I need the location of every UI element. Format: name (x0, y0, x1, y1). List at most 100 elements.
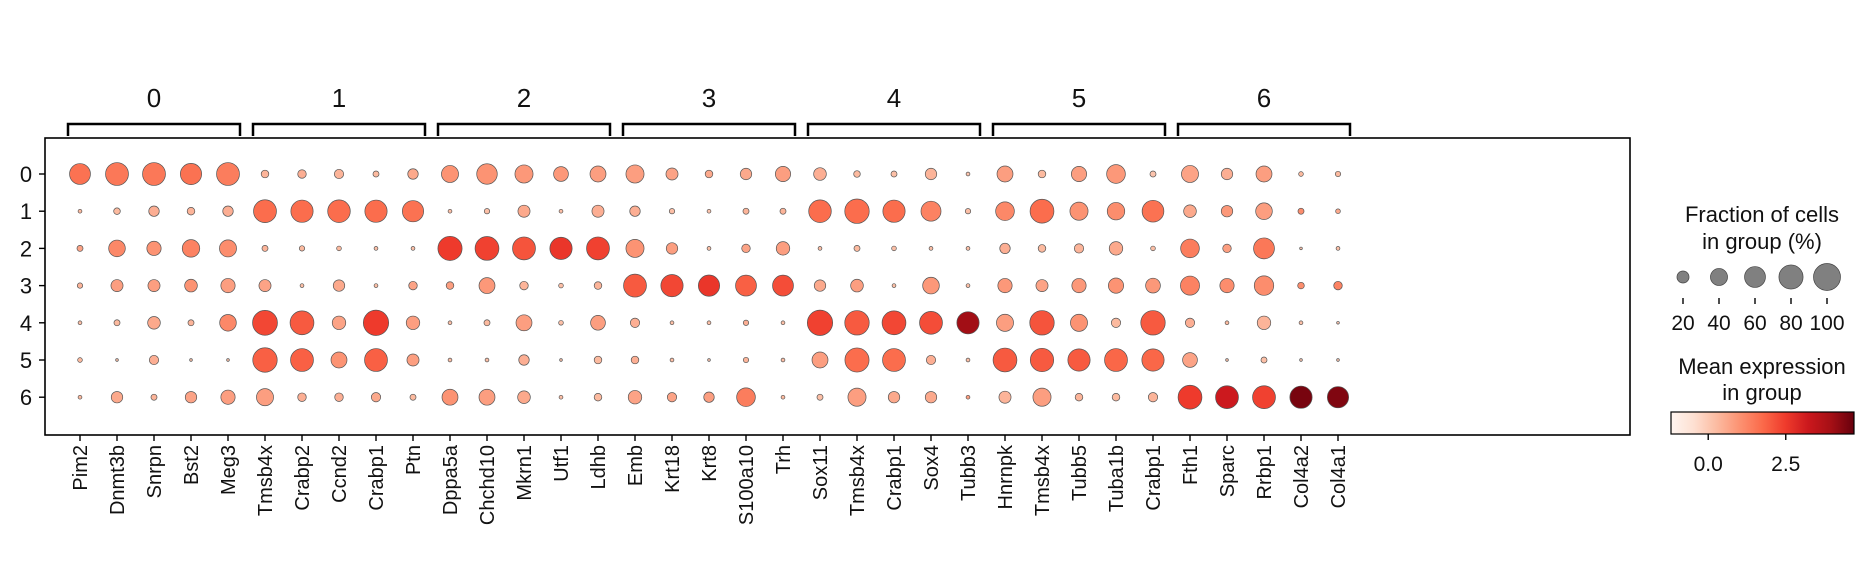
expression-dot (518, 354, 530, 366)
expression-dot (180, 163, 202, 185)
gene-tick-label: Tmsb4x (1032, 445, 1054, 516)
expression-dot (260, 169, 270, 179)
gene-group-bracket (251, 122, 427, 136)
expression-dot (409, 393, 417, 401)
expression-dot (629, 317, 641, 328)
expression-dot (698, 274, 720, 297)
expression-dot (216, 162, 240, 186)
expression-dot (1327, 386, 1349, 409)
expression-dot (844, 347, 870, 373)
expression-dot (665, 242, 679, 255)
expression-dot (77, 357, 83, 363)
expression-dot (558, 208, 564, 214)
expression-dot (739, 167, 753, 181)
expression-dot (189, 358, 193, 362)
group-tick-label: 6 (20, 385, 32, 410)
expression-dot (669, 357, 675, 363)
expression-dot (811, 351, 829, 369)
expression-dot (297, 392, 307, 402)
color-legend-tick-label: 0.0 (1694, 453, 1723, 476)
expression-dot (402, 200, 424, 223)
size-legend-title-line2: in group (%) (1702, 229, 1822, 254)
gene-tick-label: Utf1 (551, 445, 573, 482)
expression-dot (669, 320, 675, 326)
expression-dot (474, 236, 500, 261)
expression-dot (780, 394, 786, 400)
expression-dot (1298, 171, 1304, 177)
size-legend-dot (1744, 266, 1766, 288)
expression-dot (924, 167, 938, 181)
expression-dot (256, 388, 274, 407)
expression-dot (512, 236, 536, 261)
gene-group-bracket (66, 122, 242, 136)
color-legend-title-line1: Mean expression (1678, 354, 1846, 379)
expression-dot (299, 283, 305, 288)
expression-dot (996, 165, 1014, 183)
gene-tick-label: Mkrn1 (514, 445, 536, 501)
gene-tick-label: Crabp1 (884, 445, 906, 511)
expression-dot (77, 320, 83, 326)
expression-dot (332, 279, 346, 292)
expression-dot (817, 246, 823, 251)
color-legend-title-line2: in group (1722, 380, 1802, 405)
gene-tick-label: Trh (773, 445, 795, 474)
expression-dot (1184, 317, 1196, 328)
expression-dot (853, 170, 861, 178)
expression-dot (965, 283, 971, 288)
gene-tick-label: Krt8 (699, 445, 721, 482)
gene-tick-label: Tmsb4x (255, 445, 277, 516)
size-legend-tick-label: 40 (1707, 312, 1730, 335)
expression-dot (813, 279, 827, 292)
expression-dot (76, 282, 84, 289)
expression-dot (808, 199, 832, 223)
gene-tick-label: Snrpn (144, 445, 166, 498)
expression-dot (1215, 385, 1239, 410)
expression-dot (1035, 279, 1049, 292)
expression-dot (589, 165, 607, 183)
expression-dot (704, 169, 714, 179)
expression-dot (445, 281, 455, 290)
expression-dot (742, 319, 750, 326)
expression-dot (186, 207, 196, 216)
expression-dot (775, 241, 791, 256)
expression-dot (220, 278, 236, 294)
expression-dot (853, 245, 861, 252)
size-legend-dot (1813, 263, 1841, 291)
group-tick-label: 2 (20, 236, 32, 261)
gene-tick-label: Sparc (1217, 445, 1239, 497)
expression-dot (553, 166, 569, 182)
expression-dot (558, 320, 564, 326)
color-legend-tick-label: 2.5 (1771, 453, 1800, 476)
gene-tick-label: Dnmt3b (107, 445, 129, 515)
expression-dot (447, 208, 453, 214)
size-legend-dot (1676, 270, 1690, 284)
expression-dot (1180, 238, 1200, 259)
expression-dot (514, 164, 534, 184)
expression-dot (924, 391, 938, 404)
expression-dot (965, 394, 971, 400)
expression-dot (334, 392, 344, 402)
group-tick-label: 4 (20, 311, 32, 336)
expression-dot (364, 199, 388, 223)
expression-dot (327, 199, 351, 223)
expression-dot (1073, 243, 1085, 254)
expression-dot (147, 279, 161, 292)
expression-dot (844, 310, 870, 336)
expression-dot (1177, 384, 1203, 410)
expression-dot (1335, 246, 1341, 251)
expression-dot (1181, 165, 1199, 183)
expression-dot (69, 163, 91, 185)
expression-dot (627, 390, 643, 405)
expression-dot (1299, 246, 1303, 251)
expression-dot (1182, 352, 1198, 368)
group-tick-label: 1 (20, 199, 32, 224)
expression-dot (219, 239, 237, 258)
expression-dot (1106, 202, 1126, 221)
size-legend: Fraction of cells in group (%) 20 40 60 80 1… (1671, 202, 1844, 335)
expression-dot (261, 245, 269, 252)
expression-dot (813, 167, 827, 181)
expression-dot (220, 389, 236, 405)
expression-dot (517, 204, 531, 218)
expression-dot (147, 316, 161, 330)
